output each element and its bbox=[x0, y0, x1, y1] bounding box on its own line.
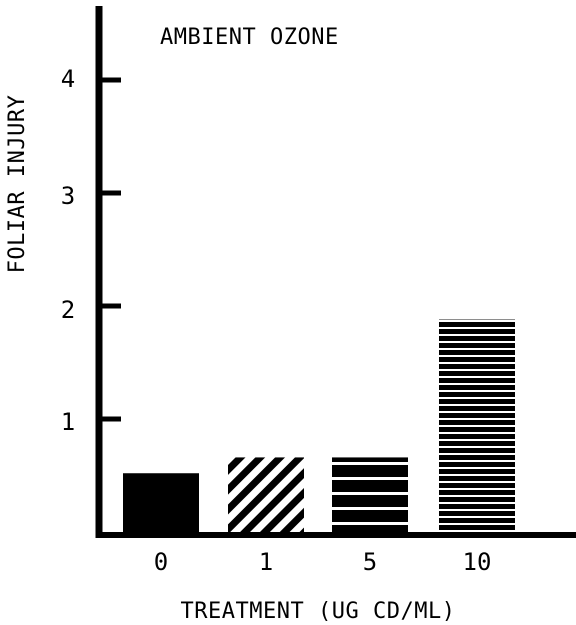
chart-title: AMBIENT OZONE bbox=[160, 25, 339, 50]
x-axis-title: TREATMENT (UG CD/ML) bbox=[181, 599, 456, 624]
bar-10 bbox=[439, 319, 515, 532]
x-category-label-5: 5 bbox=[363, 548, 377, 576]
x-category-label-0: 0 bbox=[154, 548, 168, 576]
x-category-label-1: 1 bbox=[259, 548, 273, 576]
y-tick-label-3: 3 bbox=[61, 182, 75, 210]
y-tick-label-1: 1 bbox=[61, 408, 75, 436]
x-category-label-10: 10 bbox=[463, 548, 492, 576]
y-axis-title: FOLIAR INJURY bbox=[5, 95, 30, 274]
bar-0 bbox=[123, 473, 199, 532]
y-tick-label-2: 2 bbox=[61, 296, 75, 324]
y-tick-label-4: 4 bbox=[61, 65, 75, 93]
bar-1 bbox=[228, 457, 304, 532]
bar-5 bbox=[332, 457, 408, 532]
